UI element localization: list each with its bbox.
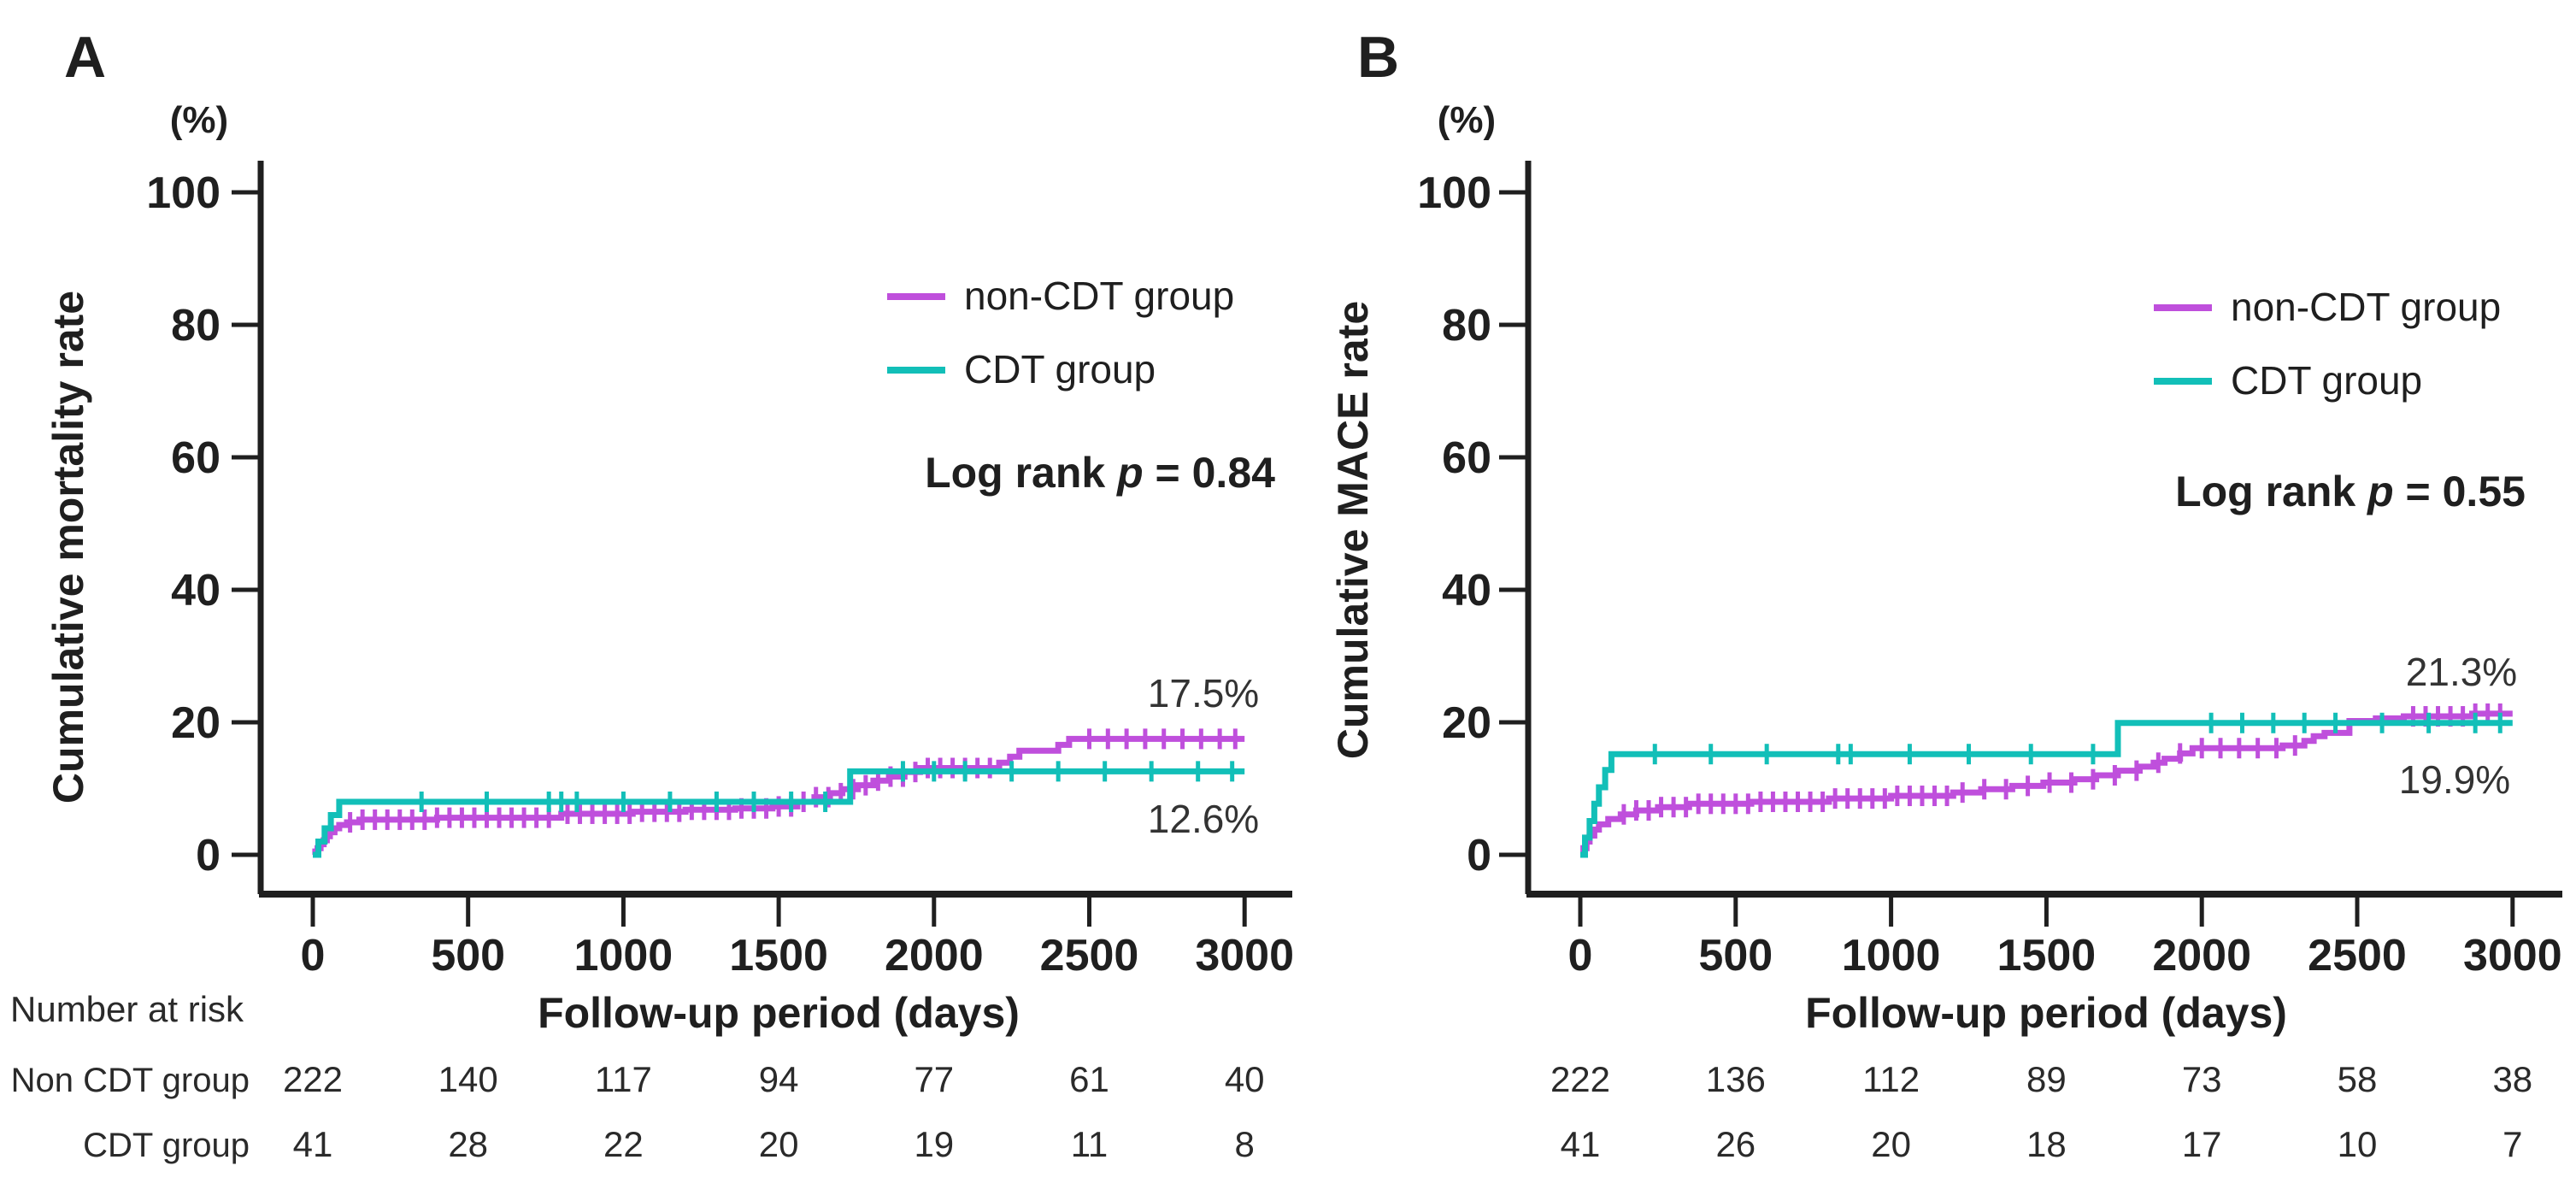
y-tick-label: 60	[1442, 433, 1491, 483]
risk-value: 94	[759, 1059, 799, 1099]
panel-b: B (%) Cumulative MACE rate Follow-up per…	[1329, 25, 2526, 1037]
risk-value: 19	[914, 1124, 954, 1164]
risk-value: 10	[2338, 1124, 2378, 1164]
y-tick-label: 20	[171, 698, 221, 748]
panel-a-log-rank: Log rank p = 0.84	[925, 449, 1275, 497]
panel-a-end-label-cdt: 12.6%	[1148, 797, 1259, 841]
panel-b-y-axis-title: Cumulative MACE rate	[1329, 301, 1377, 759]
panel-b-end-label-non-cdt: 21.3%	[2406, 650, 2517, 694]
x-tick-label: 500	[1698, 931, 1773, 980]
x-tick-label: 1000	[574, 931, 673, 980]
x-tick-label: 1500	[729, 931, 828, 980]
risk-value: 38	[2492, 1059, 2532, 1099]
risk-value: 40	[1225, 1059, 1265, 1099]
risk-value: 18	[2026, 1124, 2067, 1164]
panel-b-end-label-cdt: 19.9%	[2399, 757, 2510, 802]
panel-a-percent-unit-label: (%)	[170, 99, 228, 141]
risk-value: 222	[1550, 1059, 1610, 1099]
legend-label-cdt: CDT group	[964, 347, 1156, 392]
panel-a-x-axis-title: Follow-up period (days)	[538, 989, 1020, 1037]
panel-a-legend: non-CDT group CDT group	[887, 274, 1234, 392]
risk-value: 41	[293, 1124, 333, 1164]
panel-a-y-axis-title: Cumulative mortality rate	[44, 291, 92, 804]
panel-b-letter: B	[1357, 25, 1399, 90]
y-tick-label: 60	[171, 433, 221, 483]
panel-a: A (%) Cumulative mortality rate Follow-u…	[10, 25, 1275, 1164]
risk-value: 17	[2182, 1124, 2222, 1164]
risk-value: 73	[2182, 1059, 2222, 1099]
risk-value: 58	[2338, 1059, 2378, 1099]
legend-label-non-cdt: non-CDT group	[2231, 285, 2501, 329]
risk-row-label-non-cdt: Non CDT group	[11, 1062, 250, 1099]
risk-value: 7	[2502, 1124, 2522, 1164]
x-tick-label: 0	[1568, 931, 1593, 980]
risk-value: 117	[595, 1059, 652, 1099]
risk-row-label-cdt: CDT group	[83, 1127, 250, 1164]
survival-curve-non-cdt-group	[1580, 710, 2513, 858]
risk-value: 136	[1706, 1059, 1766, 1099]
survival-curve-cdt-group	[313, 768, 1245, 858]
risk-value: 89	[2026, 1059, 2067, 1099]
risk-value: 20	[1871, 1124, 1911, 1164]
x-tick-label: 2000	[885, 931, 984, 980]
risk-value: 22	[603, 1124, 644, 1164]
risk-value: 11	[1071, 1124, 1109, 1164]
risk-value: 222	[283, 1059, 343, 1099]
x-tick-label: 3000	[2463, 931, 2562, 980]
risk-value: 112	[1862, 1059, 1920, 1099]
panel-b-log-rank: Log rank p = 0.55	[2175, 468, 2526, 515]
x-tick-label: 3000	[1195, 931, 1294, 980]
y-tick-label: 40	[1442, 566, 1491, 615]
risk-value: 140	[438, 1059, 498, 1099]
risk-value: 77	[914, 1059, 954, 1099]
risk-value: 20	[759, 1124, 799, 1164]
panel-a-letter: A	[64, 25, 106, 90]
legend-label-cdt: CDT group	[2231, 358, 2422, 403]
y-tick-label: 80	[171, 301, 221, 350]
y-tick-label: 100	[146, 168, 221, 218]
x-tick-label: 1500	[1997, 931, 2097, 980]
y-tick-label: 100	[1417, 168, 1491, 218]
x-tick-label: 2500	[2308, 931, 2407, 980]
panel-b-x-axis-title: Follow-up period (days)	[1805, 989, 2287, 1037]
risk-value: 61	[1069, 1059, 1109, 1099]
survival-curve-cdt-group	[1580, 720, 2513, 858]
x-tick-label: 1000	[1842, 931, 1941, 980]
y-tick-label: 20	[1442, 698, 1491, 748]
y-tick-label: 0	[1467, 831, 1491, 880]
y-tick-label: 40	[171, 566, 221, 615]
number-at-risk-header: Number at risk	[10, 989, 244, 1029]
x-tick-label: 2500	[1040, 931, 1139, 980]
risk-value: 26	[1715, 1124, 1756, 1164]
panel-b-percent-unit-label: (%)	[1438, 99, 1496, 141]
risk-value: 41	[1561, 1124, 1601, 1164]
legend-label-non-cdt: non-CDT group	[964, 274, 1234, 318]
x-tick-label: 2000	[2152, 931, 2251, 980]
y-tick-label: 80	[1442, 301, 1491, 350]
x-tick-label: 500	[431, 931, 505, 980]
panel-a-end-label-non-cdt: 17.5%	[1148, 671, 1259, 715]
risk-value: 8	[1235, 1124, 1255, 1164]
risk-value: 28	[448, 1124, 488, 1164]
y-tick-label: 0	[196, 831, 221, 880]
x-tick-label: 0	[301, 931, 326, 980]
panel-b-legend: non-CDT group CDT group	[2154, 285, 2501, 403]
